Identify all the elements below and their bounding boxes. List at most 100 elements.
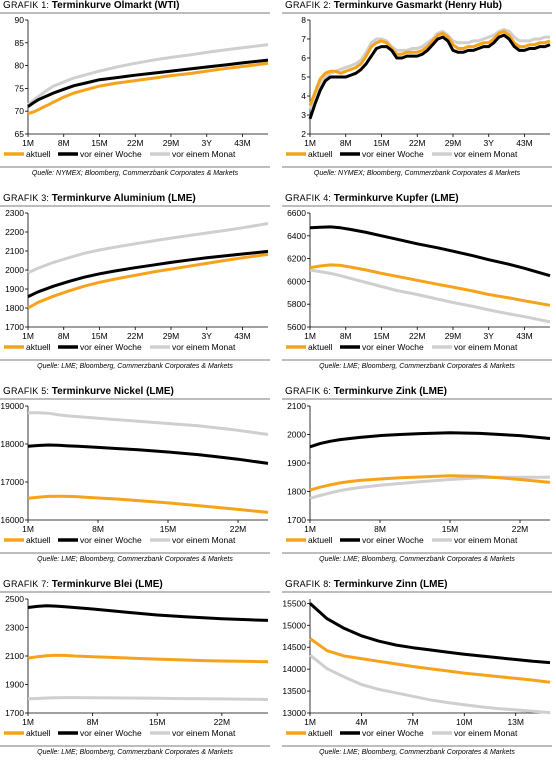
y-tick-label: 5800: [287, 299, 306, 309]
x-tick-label: 43M: [234, 138, 251, 148]
source-note: Quelle: LME; Bloomberg, Commerzbank Corp…: [319, 749, 515, 756]
source-note: Quelle: LME; Bloomberg, Commerzbank Corp…: [37, 556, 233, 563]
line-chart: 1700 1800 1900 2000 2100 2200 2300 1M 8M 15M 22M 29…: [4, 208, 269, 352]
y-tick-label: 16000: [0, 515, 24, 525]
x-tick-label: 29M: [163, 138, 180, 148]
x-tick-label: 43M: [234, 331, 251, 341]
legend-item-aktuell: aktuell: [4, 342, 51, 352]
chart-title: GRAFIK 7: Terminkurve Blei (LME): [3, 579, 163, 590]
title-rule: [282, 12, 552, 14]
source-rule: [0, 359, 270, 361]
series-line-monat: [27, 43, 269, 106]
y-tick-label: 2: [301, 129, 306, 139]
source-note: Quelle: LME; Bloomberg, Commerzbank Corp…: [319, 556, 515, 563]
legend-item-aktuell: aktuell: [4, 728, 51, 738]
legend-label: aktuell: [308, 535, 333, 545]
chart-title-text: Terminkurve Kupfer (LME): [333, 193, 459, 204]
legend-label: vor einer Woche: [80, 149, 142, 159]
legend: aktuell vor einer Woche vor einem Monat: [286, 535, 518, 545]
y-tick-label: 2000: [287, 430, 306, 440]
grafik-label: GRAFIK 6:: [285, 386, 334, 397]
chart-panel-3: GRAFIK 3: Terminkurve Aluminium (LME) 170…: [0, 193, 270, 381]
y-tick-label: 2300: [5, 623, 24, 633]
series-line-woche: [309, 225, 551, 278]
series-line-monat: [309, 653, 551, 715]
series-line-monat: [308, 28, 550, 110]
x-tick-label: 29M: [163, 331, 180, 341]
legend-label: aktuell: [26, 149, 51, 159]
series-line-aktuell: [27, 653, 269, 664]
x-tick-label: 8M: [58, 138, 70, 148]
chart-panel-2: GRAFIK 2: Terminkurve Gasmarkt (Henry Hu…: [282, 0, 552, 188]
y-tick-label: 2100: [5, 246, 24, 256]
y-tick-label: 17000: [0, 477, 24, 487]
chart-title-text: Terminkurve Gasmarkt (Henry Hub): [333, 0, 502, 11]
legend-label: vor einem Monat: [454, 728, 518, 738]
x-tick-label: 1M: [22, 524, 34, 534]
x-tick-label: 3Y: [484, 331, 495, 341]
y-tick-label: 19000: [0, 401, 24, 411]
x-tick-label: 8M: [58, 331, 70, 341]
x-tick-label: 22M: [214, 717, 231, 727]
y-tick-label: 1900: [5, 680, 24, 690]
legend: aktuell vor einer Woche vor einem Monat: [286, 149, 518, 159]
y-tick-label: 2500: [5, 594, 24, 604]
x-tick-label: 1M: [304, 331, 316, 341]
y-tick-label: 75: [15, 83, 25, 93]
legend-item-monat: vor einem Monat: [432, 728, 518, 738]
legend-item-aktuell: aktuell: [286, 728, 333, 738]
legend-item-monat: vor einem Monat: [150, 535, 236, 545]
chart-title-text: Terminkurve Nickel (LME): [51, 386, 174, 397]
y-tick-label: 1800: [5, 303, 24, 313]
legend-item-monat: vor einem Monat: [432, 149, 518, 159]
x-tick-label: 15M: [91, 331, 108, 341]
grafik-label: GRAFIK 1:: [3, 0, 52, 11]
legend-label: vor einem Monat: [172, 342, 236, 352]
legend-item-monat: vor einem Monat: [432, 535, 518, 545]
x-tick-label: 3Y: [484, 138, 495, 148]
y-tick-label: 6600: [287, 208, 306, 218]
line-chart: 13000 13500 14000 14500 15000 15500 1M 4M 7M 10M 1…: [282, 598, 551, 738]
title-rule: [282, 205, 552, 207]
chart-panel-7: GRAFIK 7: Terminkurve Blei (LME) 1700 1900…: [0, 579, 270, 767]
x-tick-label: 13M: [507, 717, 524, 727]
y-tick-label: 3: [301, 110, 306, 120]
x-tick-label: 1M: [22, 138, 34, 148]
legend-item-woche: vor einer Woche: [340, 728, 424, 738]
x-tick-label: 43M: [516, 138, 533, 148]
title-rule: [0, 398, 270, 400]
series-line-monat: [28, 411, 269, 436]
y-tick-label: 1800: [287, 487, 306, 497]
y-tick-label: 15000: [282, 620, 306, 630]
chart-panel-8: GRAFIK 8: Terminkurve Zinn (LME) 13000 135…: [282, 579, 552, 767]
legend-item-monat: vor einem Monat: [150, 728, 236, 738]
legend-item-woche: vor einer Woche: [58, 728, 142, 738]
x-tick-label: 22M: [409, 331, 426, 341]
series-line-monat: [309, 268, 551, 324]
legend-item-woche: vor einer Woche: [58, 342, 142, 352]
x-tick-label: 22M: [127, 331, 144, 341]
series-line-aktuell: [27, 252, 269, 310]
legend-item-monat: vor einem Monat: [150, 342, 236, 352]
source-rule: [0, 745, 270, 747]
legend-item-aktuell: aktuell: [286, 535, 333, 545]
legend-label: vor einem Monat: [172, 535, 236, 545]
y-tick-label: 1700: [287, 515, 306, 525]
y-tick-label: 80: [15, 61, 25, 71]
y-tick-label: 6400: [287, 231, 306, 241]
x-tick-label: 1M: [22, 331, 34, 341]
source-note: Quelle: NYMEX; Bloomberg, Commerzbank Co…: [31, 170, 239, 177]
title-rule: [0, 205, 270, 207]
legend-label: vor einem Monat: [454, 535, 518, 545]
series-line-aktuell: [309, 637, 551, 684]
legend-label: vor einem Monat: [172, 149, 236, 159]
y-tick-label: 5: [301, 72, 306, 82]
y-tick-label: 18000: [0, 439, 24, 449]
legend-label: aktuell: [308, 149, 333, 159]
line-chart: 16000 17000 18000 19000 1M 8M 15M 22M aktuell vor…: [0, 401, 269, 545]
series-line-woche: [308, 602, 551, 665]
x-tick-label: 8M: [374, 524, 386, 534]
title-rule: [0, 591, 270, 593]
series-line-woche: [308, 33, 551, 120]
y-tick-label: 1900: [287, 458, 306, 468]
